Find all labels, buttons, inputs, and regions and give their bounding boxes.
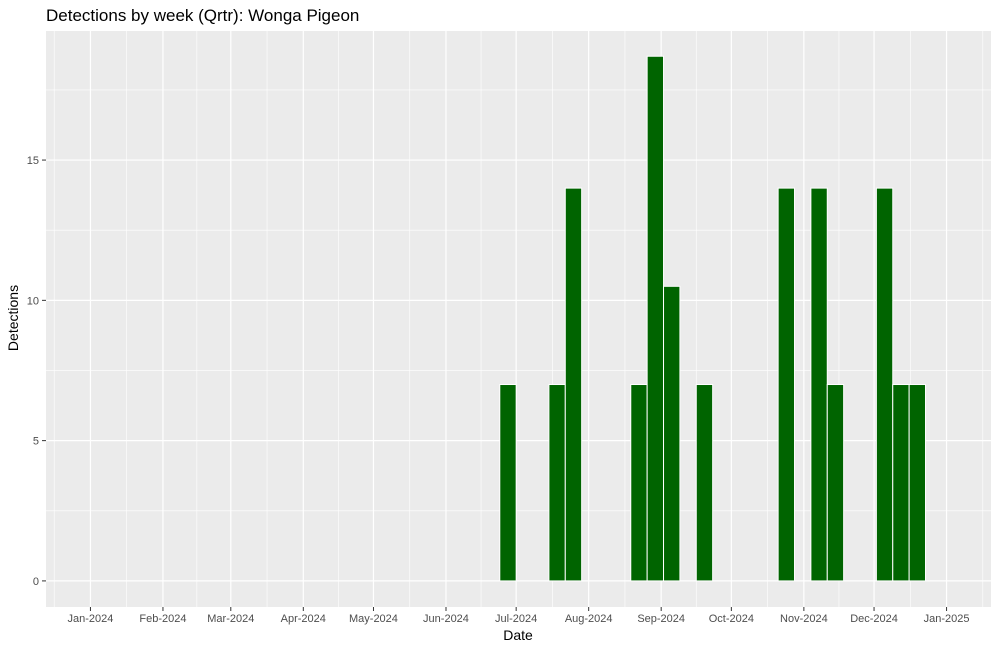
y-axis: 0 5 10 15 [27,155,46,588]
bar [564,187,583,582]
x-tick-label: Apr-2024 [281,613,326,625]
x-tick-label: Oct-2024 [709,613,754,625]
x-axis-title: Date [503,627,533,643]
y-tick-label: 15 [27,155,39,167]
bar [810,187,828,582]
x-tick-label: Jan-2024 [68,613,114,625]
minor-gridlines [46,31,991,607]
bars [499,55,927,582]
x-tick-label: Jul-2024 [495,613,537,625]
x-tick-label: May-2024 [349,613,398,625]
plot-panel [46,31,991,607]
y-tick-label: 10 [27,295,39,307]
bar [875,187,894,582]
bar [499,384,517,582]
chart-title: Detections by week (Qrtr): Wonga Pigeon [46,6,359,25]
bar [777,187,796,582]
bar [630,384,648,582]
x-tick-label: Nov-2024 [780,613,828,625]
x-tick-label: Sep-2024 [637,613,685,625]
bar [548,384,566,582]
x-tick-label: Feb-2024 [139,613,186,625]
bar [646,55,665,582]
x-tick-label: Aug-2024 [565,613,613,625]
x-tick-label: Jun-2024 [423,613,469,625]
bar [892,384,910,582]
y-tick-label: 0 [33,576,39,588]
bar [826,384,845,582]
x-tick-label: Jan-2025 [924,613,970,625]
x-tick-label: Dec-2024 [850,613,898,625]
bar [663,285,681,582]
bar [908,384,927,582]
x-axis: Jan-2024 Feb-2024 Mar-2024 Apr-2024 May-2024… [68,607,970,625]
y-axis-title: Detections [5,285,21,351]
bar [695,384,714,582]
y-tick-label: 5 [33,436,39,448]
x-tick-label: Mar-2024 [207,613,254,625]
